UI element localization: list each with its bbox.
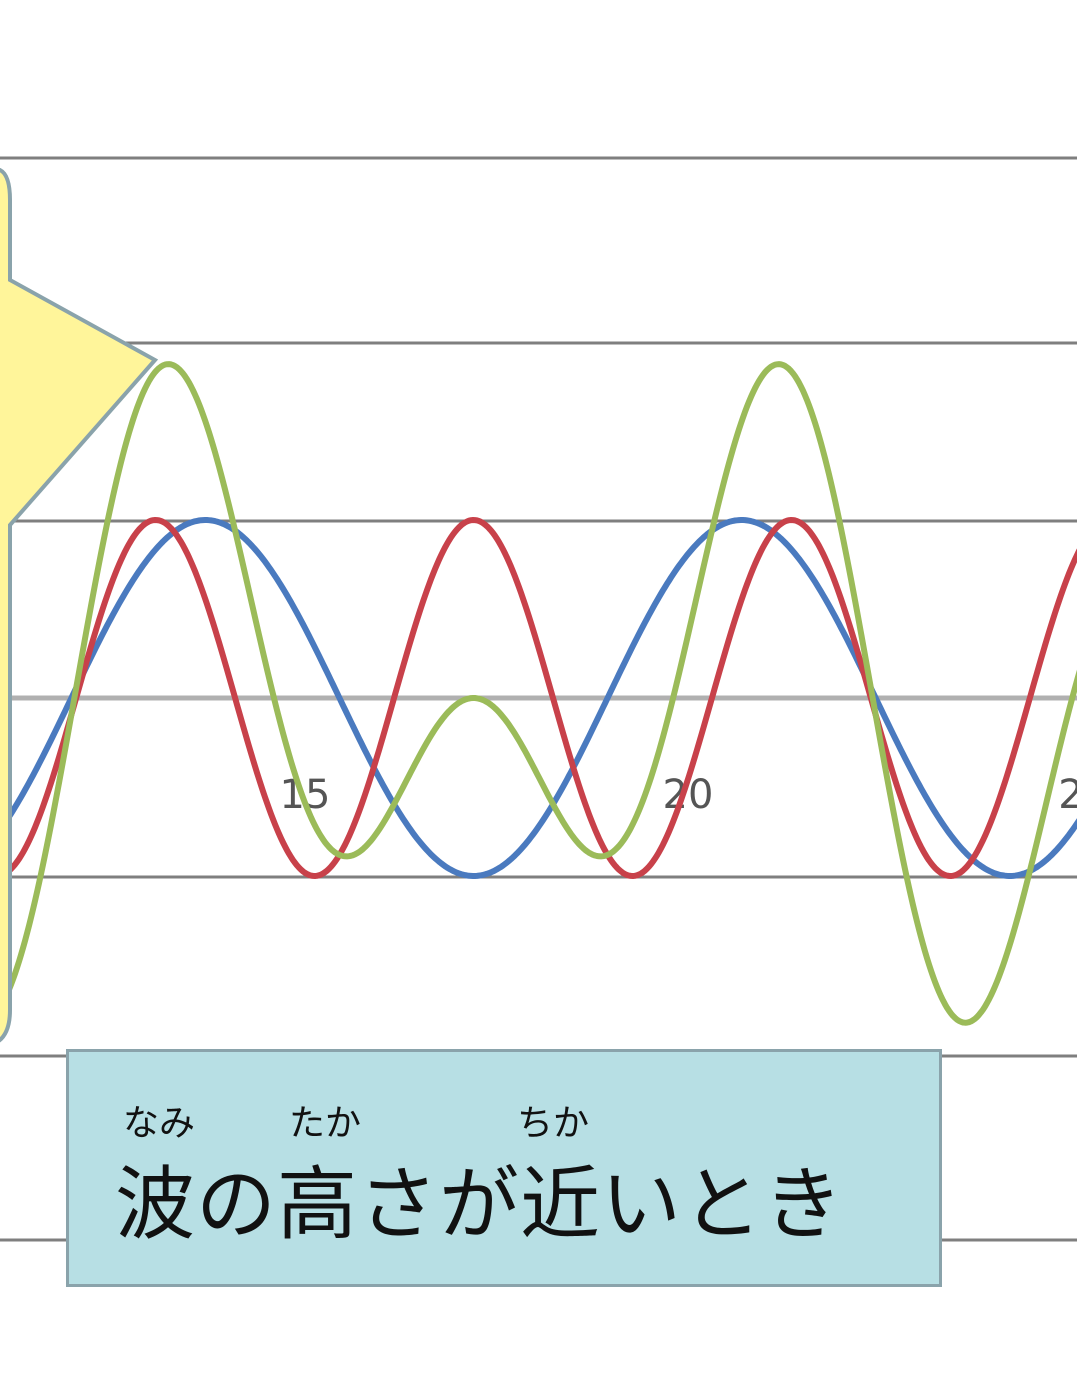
ruby-nami: なみ (123, 1103, 196, 1144)
series-lines (0, 361, 1077, 1026)
caption-text: 波の高さが近いとき (115, 1158, 844, 1251)
caption-box: なみ たか ちか 波の高さが近いとき (66, 1049, 942, 1287)
ruby-line: なみ たか ちか (69, 1094, 939, 1144)
ruby-chika: ちか (517, 1103, 590, 1144)
x-tick-label-25: 2 (1058, 772, 1077, 818)
ruby-taka: たか (289, 1103, 362, 1144)
series-line-green (0, 361, 1077, 1026)
series-line-red (0, 517, 1077, 879)
